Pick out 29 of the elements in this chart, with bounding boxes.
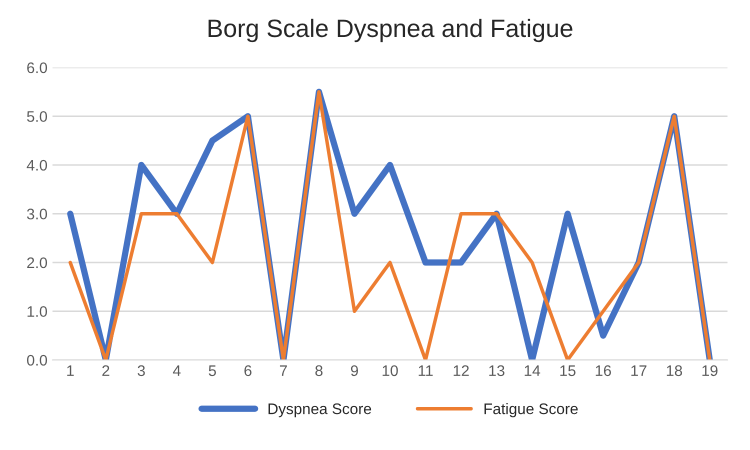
y-tick-label: 4.0	[26, 160, 48, 171]
x-tick-label: 6	[244, 365, 252, 376]
x-tick-label: 19	[702, 365, 718, 376]
x-tick-label: 8	[315, 365, 323, 376]
x-tick-label: 4	[172, 365, 181, 376]
x-tick-label: 12	[454, 365, 469, 376]
x-tick-label: 14	[524, 365, 540, 376]
x-tick-label: 2	[102, 365, 110, 376]
x-tick-label: 5	[208, 365, 216, 376]
x-tick-label: 17	[631, 365, 646, 376]
chart-title: Borg Scale Dyspnea and Fatigue	[208, 18, 572, 42]
y-tick-label: 3.0	[26, 208, 48, 220]
x-tick-label: 3	[138, 365, 145, 376]
x-tick-label: 16	[596, 365, 611, 376]
legend-label: Fatigue Score	[484, 403, 578, 418]
x-tick-label: 10	[382, 365, 398, 376]
x-tick-label: 7	[280, 365, 287, 376]
x-tick-label: 1	[67, 365, 74, 376]
x-tick-label: 9	[350, 365, 358, 376]
x-tick-label: 18	[666, 365, 682, 376]
x-tick-label: 15	[560, 365, 576, 376]
x-tick-label: 13	[489, 365, 504, 376]
y-tick-label: 2.0	[27, 257, 48, 268]
y-tick-label: 0.0	[27, 354, 48, 366]
y-tick-label: 6.0	[27, 62, 48, 74]
legend-label: Dyspnea Score	[268, 403, 372, 418]
y-tick-label: 1.0	[28, 306, 48, 317]
y-tick-label: 5.0	[27, 111, 48, 122]
x-tick-label: 11	[418, 365, 433, 376]
